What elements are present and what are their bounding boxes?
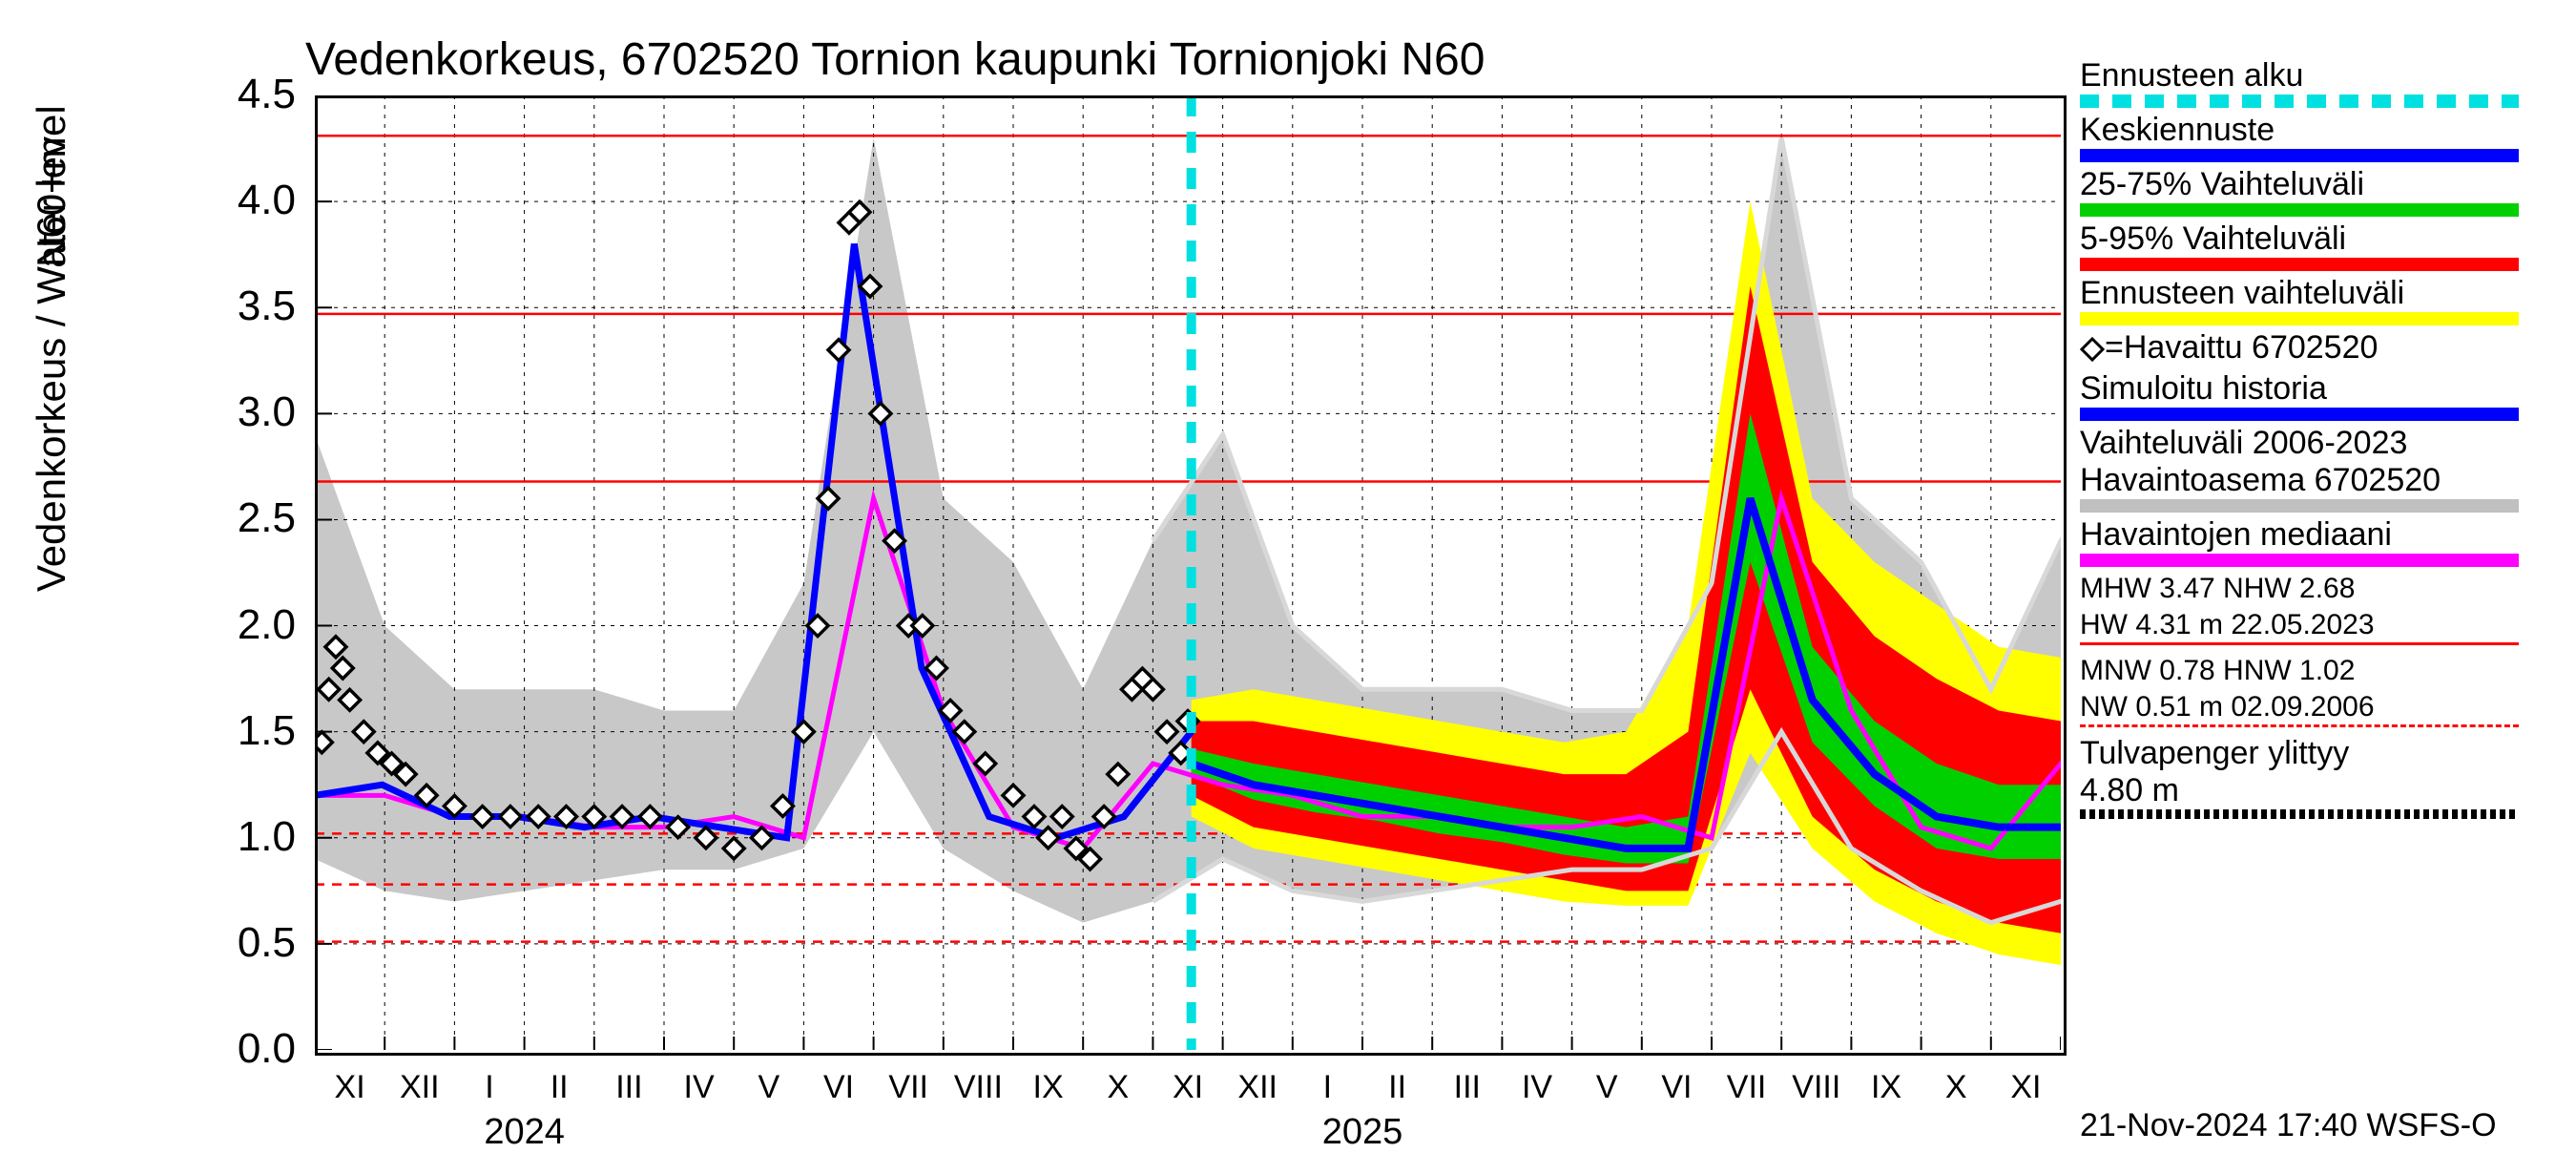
y-tick: 0.0 <box>172 1025 296 1073</box>
x-tick: XI <box>335 1069 365 1106</box>
x-tick: V <box>758 1069 779 1106</box>
x-tick: II <box>551 1069 569 1106</box>
y-tick: 1.5 <box>172 707 296 755</box>
x-tick: XI <box>2010 1069 2041 1106</box>
y-tick: 1.0 <box>172 813 296 861</box>
y-tick: 3.0 <box>172 388 296 436</box>
y-tick: 0.5 <box>172 919 296 967</box>
y-axis-label-upper: N60+m <box>29 136 74 267</box>
x-year: 2024 <box>484 1112 565 1153</box>
legend-forecast-start: Ennusteen alku <box>2080 57 2557 108</box>
chart-container: Vedenkorkeus, 6702520 Tornion kaupunki T… <box>0 0 2576 1145</box>
legend-flood: Tulvapenger ylittyy 4.80 m <box>2080 735 2557 819</box>
x-tick: VII <box>888 1069 928 1106</box>
x-tick: VIII <box>1792 1069 1840 1106</box>
legend: Ennusteen alku Keskiennuste 25-75% Vaiht… <box>2080 57 2557 823</box>
y-tick: 4.0 <box>172 177 296 224</box>
chart-title: Vedenkorkeus, 6702520 Tornion kaupunki T… <box>305 33 1485 86</box>
x-year: 2025 <box>1322 1112 1403 1153</box>
timestamp: 21-Nov-2024 17:40 WSFS-O <box>2080 1107 2497 1144</box>
x-tick: VII <box>1727 1069 1767 1106</box>
x-tick: XI <box>1173 1069 1203 1106</box>
x-tick: X <box>1945 1069 1967 1106</box>
x-tick: I <box>485 1069 493 1106</box>
legend-mean-forecast: Keskiennuste <box>2080 112 2557 162</box>
legend-full-range: Ennusteen vaihteluväli <box>2080 275 2557 325</box>
x-tick: II <box>1388 1069 1406 1106</box>
x-tick: VI <box>1661 1069 1692 1106</box>
y-tick: 4.5 <box>172 71 296 118</box>
plot-area <box>315 95 2061 1050</box>
x-tick: III <box>1454 1069 1481 1106</box>
x-tick: IX <box>1033 1069 1064 1106</box>
legend-25-75: 25-75% Vaihteluväli <box>2080 166 2557 217</box>
y-tick: 3.5 <box>172 283 296 330</box>
x-tick: V <box>1596 1069 1618 1106</box>
x-tick: VI <box>823 1069 854 1106</box>
legend-observed: =Havaittu 6702520 <box>2080 329 2557 367</box>
x-tick: X <box>1107 1069 1129 1106</box>
x-tick: IV <box>1522 1069 1552 1106</box>
x-tick: IX <box>1871 1069 1901 1106</box>
legend-stats-low: MNW 0.78 HNW 1.02 NW 0.51 m 02.09.2006 <box>2080 653 2557 727</box>
x-tick: I <box>1323 1069 1332 1106</box>
y-tick: 2.5 <box>172 494 296 542</box>
legend-5-95: 5-95% Vaihteluväli <box>2080 220 2557 271</box>
x-tick: XII <box>400 1069 440 1106</box>
x-tick: VIII <box>954 1069 1003 1106</box>
legend-hist-range: Vaihteluväli 2006-2023 Havaintoasema 670… <box>2080 425 2557 513</box>
y-tick: 2.0 <box>172 601 296 649</box>
legend-obs-median: Havaintojen mediaani <box>2080 516 2557 567</box>
legend-simulated: Simuloitu historia <box>2080 370 2557 421</box>
x-tick: IV <box>684 1069 715 1106</box>
x-tick: XII <box>1237 1069 1278 1106</box>
x-tick: III <box>615 1069 642 1106</box>
legend-stats-high: MHW 3.47 NHW 2.68 HW 4.31 m 22.05.2023 <box>2080 571 2557 645</box>
